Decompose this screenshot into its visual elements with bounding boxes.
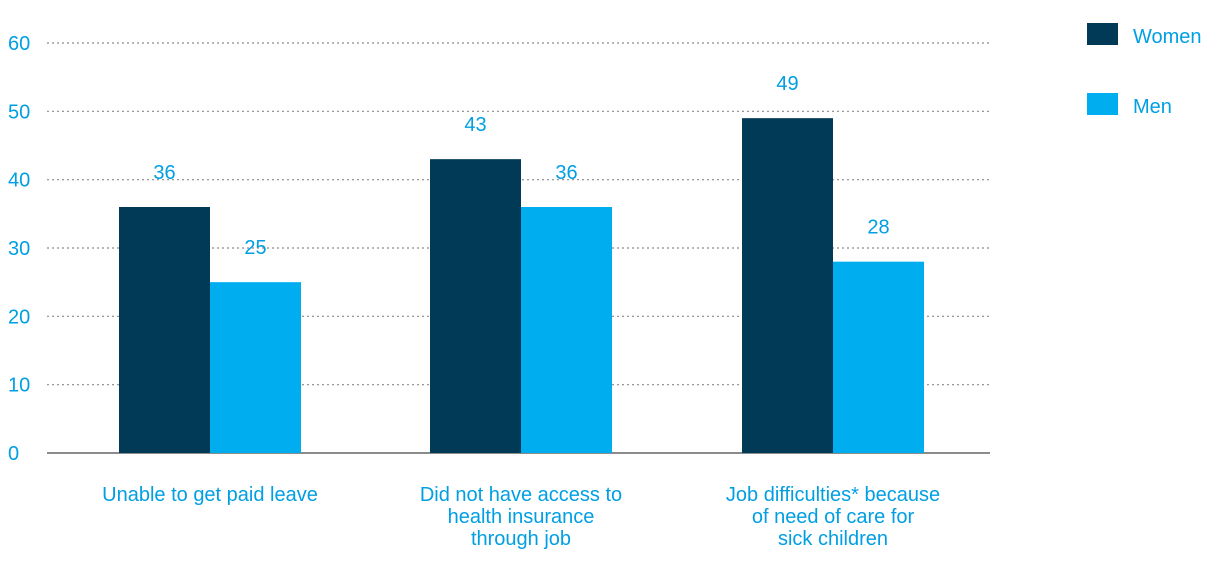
y-tick-label: 10 [8, 375, 30, 397]
data-labels: 36 43 49 25 36 28 [153, 73, 889, 259]
y-tick-label: 40 [8, 170, 30, 192]
bar-men-1 [210, 282, 301, 453]
x-axis-category-labels: Unable to get paid leave Did not have acc… [102, 484, 940, 550]
y-tick-label: 0 [8, 443, 19, 465]
bar-women-2 [430, 159, 521, 453]
y-tick-label: 30 [8, 238, 30, 260]
bar-men-3 [833, 261, 924, 453]
y-tick-label: 60 [8, 33, 30, 55]
data-label-women: 49 [776, 73, 798, 95]
bar-men-2 [521, 207, 612, 453]
data-label-men: 36 [555, 162, 577, 184]
x-category-label: Unable to get paid leave [102, 484, 318, 506]
data-label-men: 25 [244, 237, 266, 259]
legend-swatch-men [1087, 93, 1118, 115]
legend: Women Men [1087, 23, 1202, 118]
data-label-women: 36 [153, 162, 175, 184]
y-tick-label: 50 [8, 101, 30, 123]
bar-women-3 [742, 118, 833, 454]
bars [119, 118, 924, 454]
data-label-men: 28 [867, 217, 889, 239]
x-category-label: Did not have access to health insurance th… [420, 484, 622, 550]
data-label-women: 43 [464, 114, 486, 136]
legend-label-women: Women [1133, 26, 1202, 48]
y-tick-label: 20 [8, 306, 30, 328]
legend-swatch-women [1087, 23, 1118, 45]
bar-women-1 [119, 207, 210, 453]
x-category-label: Job difficulties* because of need of care… [726, 484, 940, 550]
legend-label-men: Men [1133, 96, 1172, 118]
